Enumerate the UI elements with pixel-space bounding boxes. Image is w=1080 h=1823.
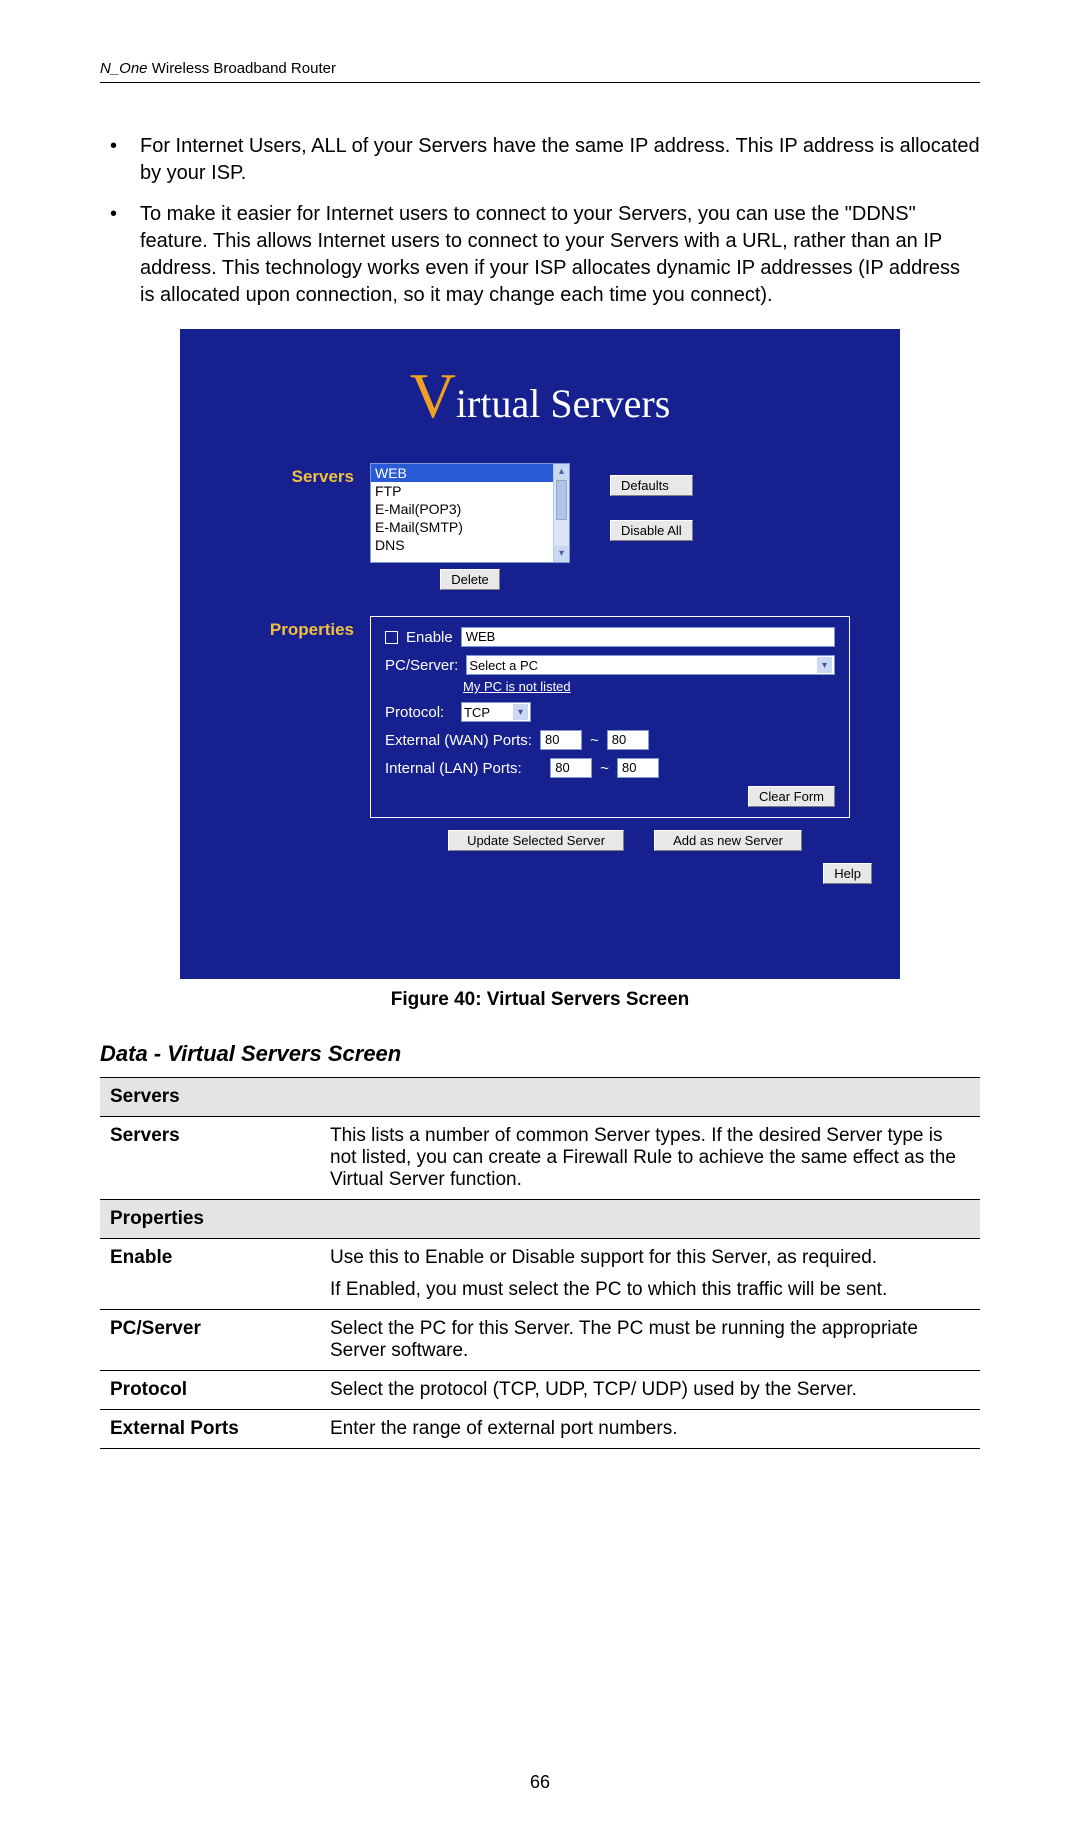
- enable-name-input[interactable]: WEB: [461, 627, 835, 647]
- row-protocol-label: Protocol: [100, 1371, 320, 1410]
- external-ports-label: External (WAN) Ports:: [385, 732, 532, 749]
- page-header: N_One Wireless Broadband Router: [100, 60, 980, 83]
- virtual-servers-logo: Virtual Servers: [200, 359, 880, 433]
- protocol-label: Protocol:: [385, 704, 453, 721]
- virtual-servers-screenshot: Virtual Servers Servers WEB FTP E-Mail(P…: [180, 329, 900, 979]
- server-item-dns[interactable]: DNS: [371, 536, 569, 554]
- row-servers-desc-p1: This lists a number of common Server typ…: [330, 1125, 970, 1191]
- bullet-2: To make it easier for Internet users to …: [100, 201, 980, 309]
- data-section-title: Data - Virtual Servers Screen: [100, 1041, 980, 1067]
- row-extports-desc: Enter the range of external port numbers…: [320, 1410, 980, 1449]
- clear-form-button[interactable]: Clear Form: [748, 786, 835, 807]
- chevron-down-icon: ▾: [817, 657, 832, 673]
- pc-not-listed-link[interactable]: My PC is not listed: [463, 679, 571, 694]
- logo-v: V: [410, 360, 456, 431]
- add-new-server-button[interactable]: Add as new Server: [654, 830, 802, 851]
- row-enable-desc-p2: If Enabled, you must select the PC to wh…: [330, 1279, 970, 1301]
- table-section-servers: Servers: [100, 1078, 980, 1117]
- table-section-properties: Properties: [100, 1200, 980, 1239]
- help-button[interactable]: Help: [823, 863, 872, 884]
- scroll-thumb[interactable]: [556, 480, 567, 520]
- row-protocol-desc: Select the protocol (TCP, UDP, TCP/ UDP)…: [320, 1371, 980, 1410]
- disable-all-button[interactable]: Disable All: [610, 520, 693, 541]
- row-extports-label: External Ports: [100, 1410, 320, 1449]
- int-port-to-input[interactable]: 80: [617, 758, 659, 778]
- defaults-button[interactable]: Defaults: [610, 475, 693, 496]
- bullet-1: For Internet Users, ALL of your Servers …: [100, 133, 980, 187]
- int-port-from-input[interactable]: 80: [550, 758, 592, 778]
- server-item-web[interactable]: WEB: [371, 464, 569, 482]
- row-enable-label: Enable: [100, 1239, 320, 1310]
- ext-port-to-input[interactable]: 80: [607, 730, 649, 750]
- row-servers-label: Servers: [100, 1117, 320, 1200]
- row-pcserver-label: PC/Server: [100, 1310, 320, 1371]
- chevron-down-icon: ▾: [513, 704, 528, 720]
- server-item-ftp[interactable]: FTP: [371, 482, 569, 500]
- intro-bullets: For Internet Users, ALL of your Servers …: [100, 133, 980, 309]
- server-item-smtp[interactable]: E-Mail(SMTP): [371, 518, 569, 536]
- protocol-select[interactable]: TCP ▾: [461, 702, 531, 722]
- header-italic: N_One: [100, 60, 148, 77]
- tilde-2: ~: [600, 760, 609, 777]
- server-item-pop3[interactable]: E-Mail(POP3): [371, 500, 569, 518]
- tilde-1: ~: [590, 732, 599, 749]
- row-enable-desc: Use this to Enable or Disable support fo…: [320, 1239, 980, 1310]
- internal-ports-label: Internal (LAN) Ports:: [385, 760, 522, 777]
- page-number: 66: [0, 1772, 1080, 1793]
- figure-caption: Figure 40: Virtual Servers Screen: [100, 989, 980, 1011]
- properties-section-label: Properties: [200, 616, 370, 884]
- protocol-value: TCP: [464, 705, 490, 720]
- logo-rest: irtual Servers: [456, 381, 670, 426]
- row-protocol-desc-p1: Select the protocol (TCP, UDP, TCP/ UDP)…: [330, 1379, 970, 1401]
- row-enable-desc-p1: Use this to Enable or Disable support fo…: [330, 1247, 970, 1269]
- pcserver-label: PC/Server:: [385, 657, 458, 674]
- servers-listbox[interactable]: WEB FTP E-Mail(POP3) E-Mail(SMTP) DNS ▴ …: [370, 463, 570, 563]
- pcserver-select[interactable]: Select a PC ▾: [466, 655, 835, 675]
- enable-label: Enable: [406, 629, 453, 646]
- update-server-button[interactable]: Update Selected Server: [448, 830, 624, 851]
- delete-button[interactable]: Delete: [440, 569, 500, 590]
- row-pcserver-desc: Select the PC for this Server. The PC mu…: [320, 1310, 980, 1371]
- scroll-up-icon[interactable]: ▴: [554, 464, 569, 480]
- servers-section-label: Servers: [200, 463, 370, 608]
- data-table: Servers Servers This lists a number of c…: [100, 1077, 980, 1449]
- properties-box: Enable WEB PC/Server: Select a PC ▾ My P…: [370, 616, 850, 818]
- servers-scrollbar[interactable]: ▴ ▾: [553, 464, 569, 562]
- pcserver-value: Select a PC: [469, 658, 538, 673]
- scroll-down-icon[interactable]: ▾: [554, 546, 569, 562]
- row-pcserver-desc-p1: Select the PC for this Server. The PC mu…: [330, 1318, 970, 1362]
- enable-checkbox[interactable]: [385, 631, 398, 644]
- header-plain: Wireless Broadband Router: [148, 60, 336, 77]
- ext-port-from-input[interactable]: 80: [540, 730, 582, 750]
- row-extports-desc-p1: Enter the range of external port numbers…: [330, 1418, 970, 1440]
- row-servers-desc: This lists a number of common Server typ…: [320, 1117, 980, 1200]
